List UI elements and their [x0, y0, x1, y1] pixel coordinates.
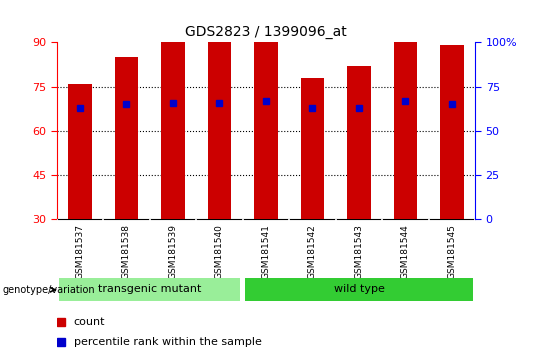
Title: GDS2823 / 1399096_at: GDS2823 / 1399096_at: [185, 25, 347, 39]
Text: GSM181541: GSM181541: [261, 224, 271, 279]
Bar: [245, 279, 473, 301]
Text: count: count: [73, 318, 105, 327]
Text: percentile rank within the sample: percentile rank within the sample: [73, 337, 261, 347]
Bar: [161, 42, 185, 219]
Text: GSM181539: GSM181539: [168, 224, 178, 279]
Bar: [115, 57, 138, 219]
Text: wild type: wild type: [334, 284, 384, 295]
Text: GSM181545: GSM181545: [448, 224, 456, 279]
Text: transgenic mutant: transgenic mutant: [98, 284, 201, 295]
Bar: [59, 279, 240, 301]
Text: genotype/variation: genotype/variation: [3, 285, 96, 295]
Text: GSM181543: GSM181543: [354, 224, 363, 279]
Bar: [254, 28, 278, 219]
Text: GSM181538: GSM181538: [122, 224, 131, 279]
Text: GSM181537: GSM181537: [76, 224, 84, 279]
Bar: [69, 84, 92, 219]
Bar: [394, 28, 417, 219]
Bar: [301, 78, 324, 219]
Bar: [208, 36, 231, 219]
Text: GSM181540: GSM181540: [215, 224, 224, 279]
Text: GSM181544: GSM181544: [401, 224, 410, 279]
Bar: [440, 45, 463, 219]
Bar: [347, 66, 370, 219]
Text: GSM181542: GSM181542: [308, 224, 317, 279]
